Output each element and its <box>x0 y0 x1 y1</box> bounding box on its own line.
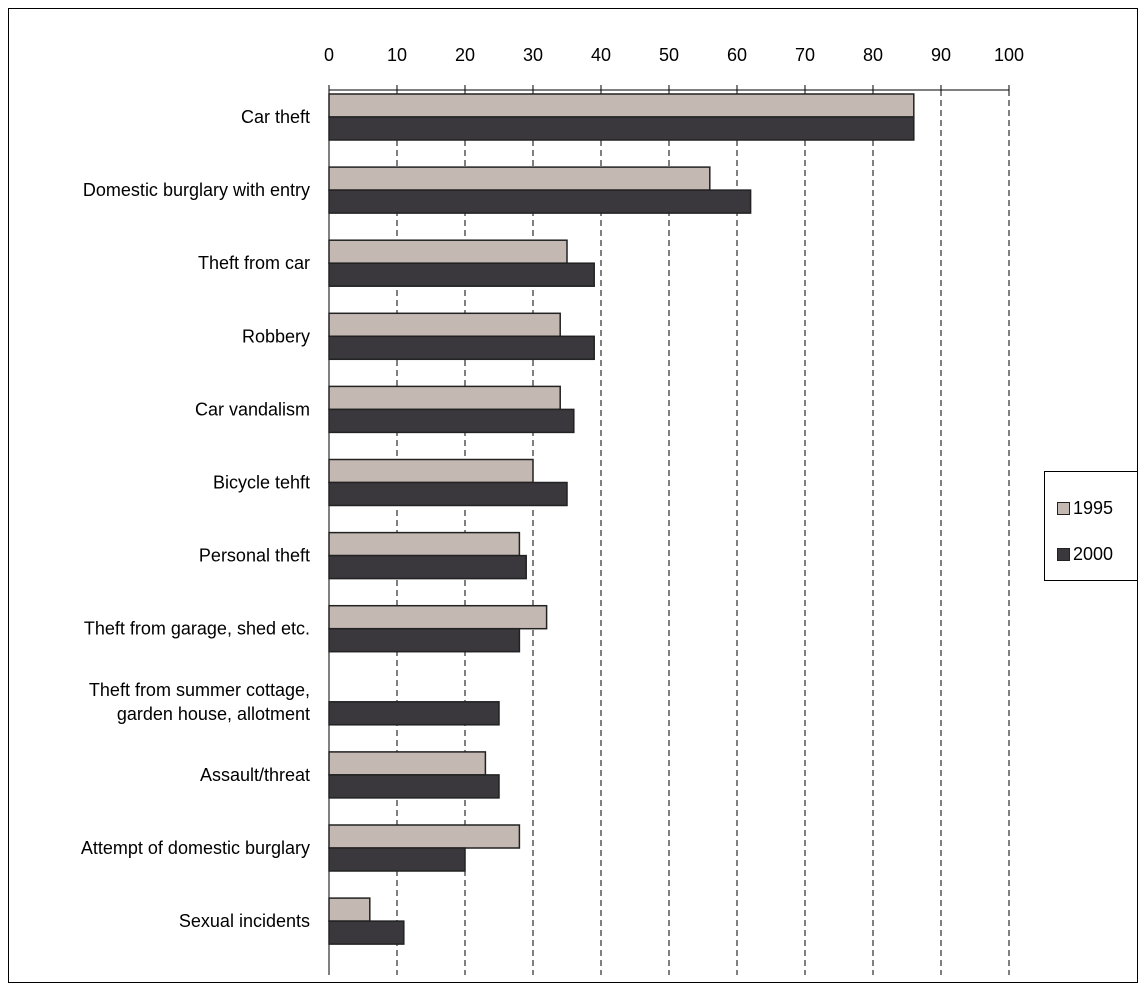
bar-2000-10 <box>328 774 500 799</box>
x-tick-label-40: 40 <box>591 45 611 65</box>
category-label-1: Car theft <box>241 107 310 127</box>
legend-swatch-1995 <box>1057 501 1070 515</box>
legend-item-2000: 2000 <box>1057 544 1113 564</box>
bar-1995-11 <box>328 824 521 849</box>
category-label-5: Car vandalism <box>195 399 310 419</box>
legend-label-1995: 1995 <box>1073 497 1114 518</box>
bar-1995-8 <box>328 604 548 630</box>
bar-2000-7 <box>328 554 527 580</box>
x-tick-label-80: 80 <box>863 45 883 65</box>
x-tick-label-100: 100 <box>994 45 1024 65</box>
bar-2000-6 <box>328 481 568 507</box>
legend-swatch-2000 <box>1057 547 1070 561</box>
x-tick-label-10: 10 <box>387 45 407 65</box>
legend-label-2000: 2000 <box>1073 543 1114 564</box>
category-label-4: Robbery <box>242 326 310 346</box>
bar-1995-10 <box>328 751 487 776</box>
bar-2000-11 <box>328 847 466 872</box>
category-label-3: Theft from car <box>198 253 310 273</box>
bar-1995-6 <box>328 458 534 484</box>
category-label-2: Domestic burglary with entry <box>83 180 310 200</box>
legend-item-1995: 1995 <box>1057 498 1113 518</box>
category-label-12: Sexual incidents <box>179 911 310 931</box>
bar-1995-4 <box>328 312 561 338</box>
bar-2000-9 <box>328 701 500 726</box>
bar-1995-2 <box>328 166 711 191</box>
x-tick-label-0: 0 <box>324 45 334 65</box>
bar-2000-1 <box>328 116 915 141</box>
x-tick-label-30: 30 <box>523 45 543 65</box>
bar-1995-5 <box>328 385 561 411</box>
bar-1995-1 <box>328 93 915 118</box>
bar-2000-2 <box>328 189 752 214</box>
category-label-6: Bicycle tehft <box>213 473 310 493</box>
bar-1995-3 <box>328 239 568 264</box>
bar-2000-8 <box>328 627 521 653</box>
category-label-7: Personal theft <box>199 546 310 566</box>
category-label-10: Assault/threat <box>200 765 310 785</box>
x-tick-label-70: 70 <box>795 45 815 65</box>
x-tick-label-50: 50 <box>659 45 679 65</box>
bar-1995-7 <box>328 531 521 557</box>
x-tick-label-60: 60 <box>727 45 747 65</box>
legend: 1995 2000 <box>1044 471 1138 581</box>
x-tick-label-20: 20 <box>455 45 475 65</box>
bar-1995-12 <box>328 897 371 922</box>
bar-2000-4 <box>328 335 595 361</box>
bar-2000-3 <box>328 262 595 287</box>
bar-2000-12 <box>328 920 405 945</box>
x-tick-label-90: 90 <box>931 45 951 65</box>
category-label-11: Attempt of domestic burglary <box>81 838 310 858</box>
category-label-9: Theft from summer cottage, garden house, … <box>89 680 310 724</box>
bar-2000-5 <box>328 408 575 434</box>
category-label-8: Theft from garage, shed etc. <box>84 619 310 639</box>
